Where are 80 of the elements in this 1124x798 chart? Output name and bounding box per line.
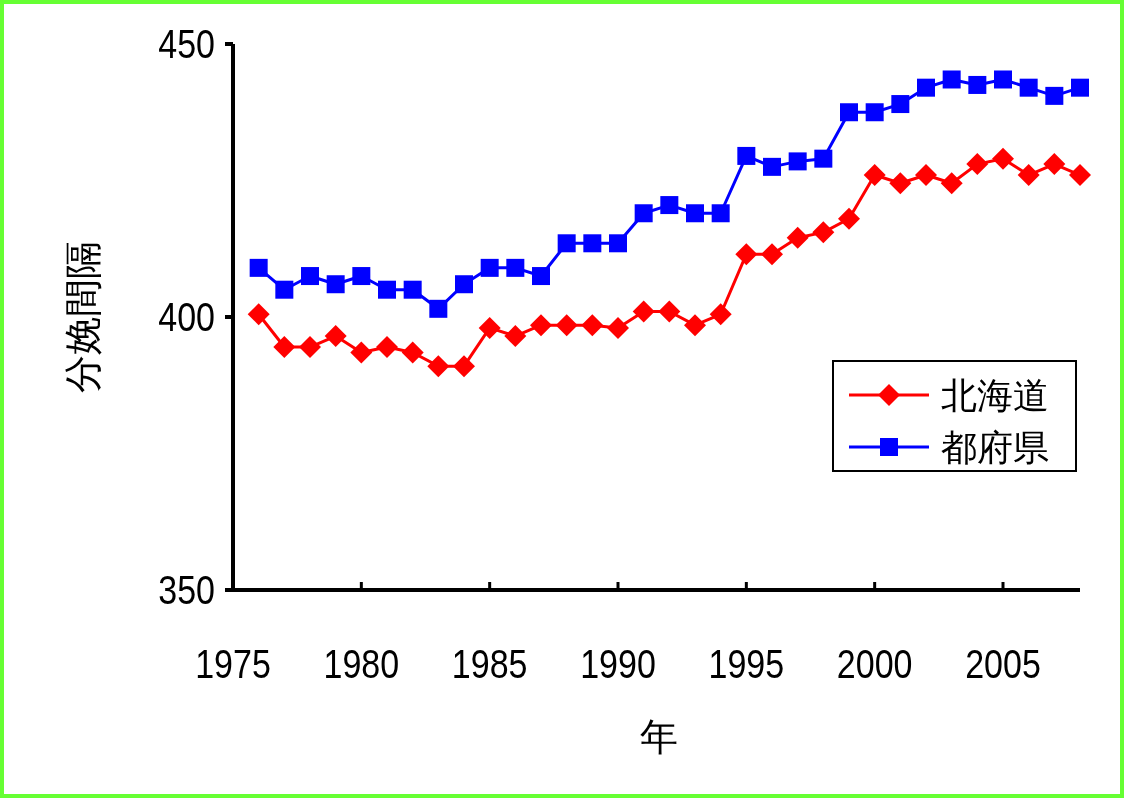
y-tick-label: 450 bbox=[158, 21, 215, 67]
point bbox=[429, 299, 448, 318]
point bbox=[992, 147, 1014, 170]
point bbox=[478, 316, 501, 339]
point bbox=[915, 164, 937, 187]
point bbox=[763, 157, 781, 176]
point bbox=[275, 280, 294, 299]
point bbox=[352, 267, 371, 286]
point bbox=[968, 75, 987, 94]
y-tick-label: 400 bbox=[158, 294, 215, 340]
point bbox=[249, 258, 268, 277]
point bbox=[891, 95, 910, 114]
point bbox=[788, 152, 807, 171]
point bbox=[530, 314, 552, 337]
point bbox=[994, 70, 1012, 89]
point bbox=[814, 149, 833, 168]
point bbox=[455, 275, 473, 294]
point bbox=[865, 103, 884, 122]
point bbox=[966, 153, 989, 176]
point bbox=[840, 103, 858, 122]
x-tick-label: 1985 bbox=[451, 641, 528, 687]
point bbox=[557, 234, 576, 253]
x-tick-label: 1990 bbox=[580, 641, 656, 687]
y-axis-title: 分娩間隔 bbox=[62, 241, 104, 393]
point bbox=[812, 221, 835, 244]
point bbox=[324, 325, 347, 348]
point bbox=[299, 336, 321, 359]
point bbox=[376, 336, 398, 359]
point bbox=[686, 204, 704, 223]
point bbox=[660, 196, 679, 215]
y-tick-label: 350 bbox=[158, 567, 215, 613]
point bbox=[1043, 153, 1066, 176]
point bbox=[942, 70, 961, 89]
legend-label: 都府県 bbox=[941, 427, 1049, 468]
point bbox=[609, 234, 627, 253]
point bbox=[1071, 78, 1089, 97]
point bbox=[634, 204, 653, 223]
point bbox=[326, 275, 345, 294]
point bbox=[581, 314, 604, 337]
x-tick-label: 1975 bbox=[195, 641, 271, 687]
point bbox=[735, 243, 758, 266]
point bbox=[684, 314, 706, 337]
point bbox=[737, 146, 756, 165]
point bbox=[1019, 78, 1038, 97]
x-tick-label: 2000 bbox=[836, 641, 913, 687]
point bbox=[786, 226, 809, 249]
point bbox=[427, 355, 450, 378]
point bbox=[506, 258, 525, 277]
point bbox=[555, 314, 578, 337]
point bbox=[761, 243, 783, 266]
x-tick-label: 1995 bbox=[708, 641, 785, 687]
point bbox=[658, 300, 681, 323]
point bbox=[247, 303, 270, 326]
point bbox=[940, 172, 963, 195]
point bbox=[403, 280, 422, 299]
point bbox=[350, 341, 373, 364]
point bbox=[401, 341, 424, 364]
point bbox=[301, 267, 319, 286]
point bbox=[711, 204, 730, 223]
point bbox=[607, 316, 629, 339]
point bbox=[583, 234, 602, 253]
point bbox=[1045, 86, 1064, 105]
point bbox=[863, 164, 886, 187]
point bbox=[838, 207, 860, 230]
point bbox=[917, 78, 935, 97]
legend-label: 北海道 bbox=[941, 375, 1049, 416]
point bbox=[504, 325, 527, 348]
x-axis-title: 年 bbox=[639, 716, 678, 758]
x-tick-label: 2005 bbox=[965, 641, 1041, 687]
point bbox=[1017, 164, 1040, 187]
point bbox=[889, 172, 912, 195]
point bbox=[378, 280, 396, 299]
point bbox=[709, 303, 732, 326]
point bbox=[632, 300, 655, 323]
point bbox=[273, 336, 296, 359]
point bbox=[453, 355, 475, 378]
point bbox=[1069, 164, 1091, 187]
point bbox=[480, 258, 499, 277]
point bbox=[532, 267, 550, 286]
x-tick-label: 1980 bbox=[323, 641, 400, 687]
